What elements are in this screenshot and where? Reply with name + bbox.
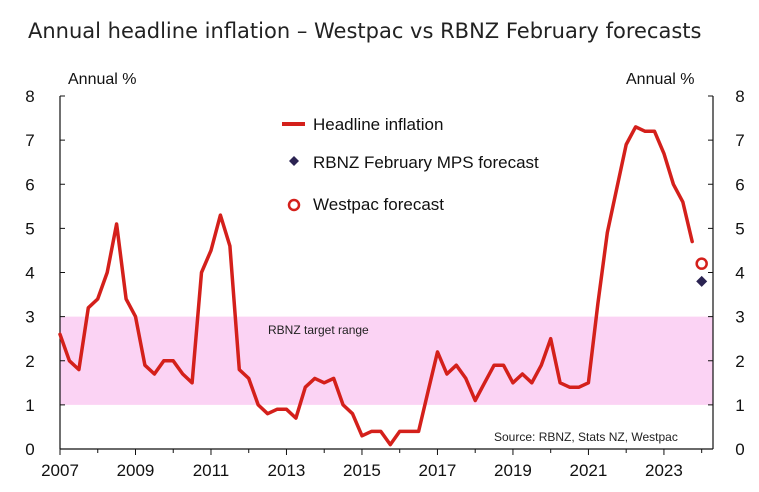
x-tick-label: 2009: [117, 461, 155, 480]
y-tick-label-left: 4: [25, 264, 34, 283]
y-tick-label-left: 7: [25, 131, 34, 150]
westpac-forecast-point: [695, 257, 708, 270]
target-band-layer: [60, 316, 713, 405]
rbnz-forecast-point: [696, 275, 708, 287]
legend: Headline inflation RBNZ February MPS for…: [282, 115, 539, 214]
x-tick-label: 2013: [268, 461, 306, 480]
y-tick-label-left: 5: [25, 219, 34, 238]
y-tick-label-right: 6: [735, 175, 744, 194]
y-tick-label-left: 0: [25, 440, 34, 459]
y-tick-label-left: 2: [25, 352, 34, 371]
legend-headline-inflation: Headline inflation: [313, 115, 443, 134]
y-tick-label-right: 8: [735, 87, 744, 106]
target-band: [60, 316, 713, 405]
y-tick-label-left: 1: [25, 396, 34, 415]
legend-rbnz-forecast: RBNZ February MPS forecast: [313, 153, 539, 172]
y-tick-label-right: 1: [735, 396, 744, 415]
x-tick-label: 2017: [419, 461, 457, 480]
y-axis-label-left: Annual %: [68, 71, 137, 88]
y-tick-label-left: 8: [25, 87, 34, 106]
y-axis-label-right: Annual %: [626, 71, 695, 88]
x-tick-label: 2015: [343, 461, 381, 480]
y-tick-label-right: 4: [735, 264, 744, 283]
y-tick-label-right: 5: [735, 219, 744, 238]
y-tick-label-left: 6: [25, 175, 34, 194]
x-tick-label: 2011: [193, 461, 230, 480]
source-note: Source: RBNZ, Stats NZ, Westpac: [494, 430, 678, 444]
legend-diamond-marker: [289, 156, 299, 166]
target-band-label: RBNZ target range: [268, 323, 369, 337]
y-tick-label-right: 7: [735, 131, 744, 150]
y-tick-label-right: 2: [735, 352, 744, 371]
y-tick-label-left: 3: [25, 308, 34, 327]
legend-circle-marker: [287, 198, 301, 212]
series-line-headline-inflation: [58, 125, 694, 447]
series-layer: [58, 125, 708, 447]
x-tick-label: 2023: [645, 461, 683, 480]
x-tick-label: 2007: [41, 461, 79, 480]
legend-westpac-forecast: Westpac forecast: [313, 195, 444, 214]
y-tick-label-right: 0: [735, 440, 744, 459]
chart-title: Annual headline inflation – Westpac vs R…: [28, 19, 701, 43]
x-tick-label: 2021: [570, 461, 608, 480]
x-tick-label: 2019: [494, 461, 532, 480]
y-tick-label-right: 3: [735, 308, 744, 327]
axes: 0 0 1 1 2 2 3 3 4 4 5 5 6 6 7 7 8 8 2007 2009 2011 2013 2015 20…: [25, 87, 744, 480]
